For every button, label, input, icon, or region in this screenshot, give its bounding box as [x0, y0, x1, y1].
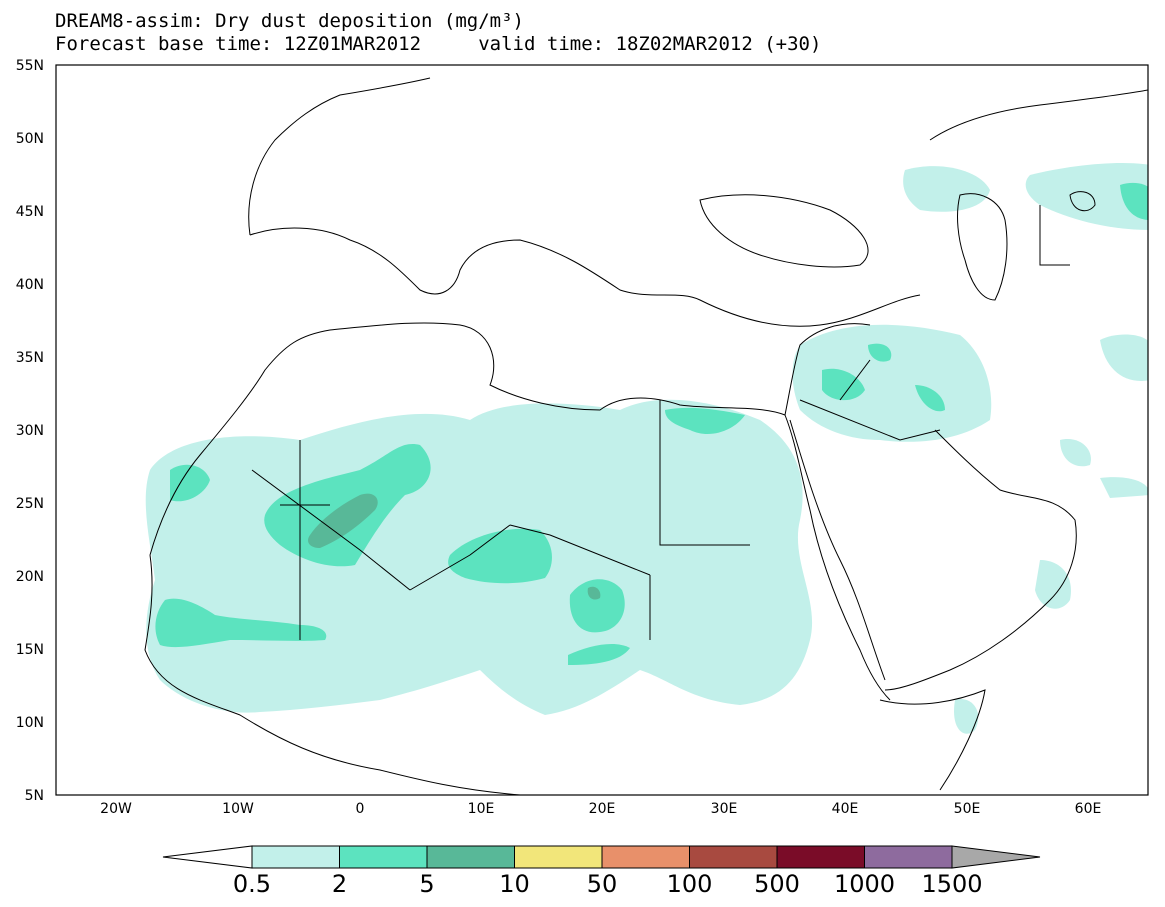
- colorbar-level: 10: [499, 870, 530, 898]
- colorbar-swatch: [776, 845, 865, 869]
- red-sea-east-coast: [789, 419, 886, 681]
- map-frame: [55, 64, 1149, 796]
- colorbar-swatch: [426, 845, 515, 869]
- lon-label: 50E: [954, 801, 981, 817]
- colorbar-swatch: [514, 845, 603, 869]
- lat-label: 10N: [16, 715, 44, 731]
- dust-core-chad: [448, 528, 552, 584]
- colorbar-swatch: [864, 845, 953, 869]
- dust-region-horn: [954, 699, 979, 734]
- colorbar-swatch: [251, 845, 340, 869]
- lat-label: 50N: [16, 131, 44, 147]
- aral-sea: [1069, 191, 1096, 212]
- red-sea-west-coast: [784, 414, 891, 701]
- lon-label: 30E: [711, 801, 738, 817]
- lat-label: 55N: [16, 58, 44, 74]
- lon-label: 60E: [1075, 801, 1102, 817]
- dust-core-darfur: [569, 579, 625, 633]
- colorbar-level: 1000: [834, 870, 895, 898]
- dust-core-iraq-south: [915, 385, 945, 412]
- map-plot-area: [55, 64, 1149, 796]
- russia-border: [929, 89, 1148, 141]
- lon-label: 0: [356, 801, 365, 817]
- dust-core-western-sahara: [170, 464, 210, 502]
- colorbar-level: 0.5: [233, 870, 271, 898]
- chart-subtitle: Forecast base time: 12Z01MAR2012 valid t…: [55, 33, 822, 55]
- dust-core-egypt: [665, 407, 745, 435]
- west-africa-coast: [144, 554, 521, 795]
- dust-core-kazakh: [1120, 182, 1148, 220]
- colorbar-level: 1500: [921, 870, 982, 898]
- colorbar-swatch: [689, 845, 778, 869]
- lon-label: 20W: [100, 801, 132, 817]
- dust-region-mesopotamia: [792, 324, 992, 442]
- coastlines-and-borders: [144, 77, 1148, 795]
- colorbar-level: 100: [667, 870, 713, 898]
- lon-label: 20E: [589, 801, 616, 817]
- colorbar-under-arrow: [162, 845, 253, 869]
- dust-core-sudan: [568, 644, 630, 665]
- dust-core-iraq-north: [868, 343, 892, 362]
- lat-label: 40N: [16, 277, 44, 293]
- arabia-coast: [884, 429, 1077, 691]
- lat-label: 35N: [16, 350, 44, 366]
- colorbar-level: 50: [587, 870, 618, 898]
- dust-region-northeast: [1100, 334, 1148, 381]
- longitude-axis: 20W 10W 0 10E 20E 30E 40E 50E 60E: [100, 801, 1101, 817]
- caspian-sea: [957, 193, 1008, 301]
- dust-region-gulf: [1060, 439, 1091, 467]
- lat-label: 20N: [16, 569, 44, 585]
- black-sea: [699, 194, 869, 268]
- dust-contour-5: [308, 493, 601, 600]
- dust-region-persia: [1100, 477, 1148, 498]
- horn-coast: [879, 689, 986, 791]
- colorbar-level: 500: [754, 870, 800, 898]
- lat-label: 5N: [25, 788, 44, 804]
- lat-label: 25N: [16, 496, 44, 512]
- dust-peak-algeria: [308, 493, 378, 548]
- western-europe-coast: [248, 77, 431, 236]
- southern-europe-coast: [249, 227, 921, 327]
- colorbar-swatch: [601, 845, 690, 869]
- colorbar-swatch: [339, 845, 428, 869]
- lat-label: 30N: [16, 423, 44, 439]
- north-africa-coast: [149, 322, 871, 556]
- dust-region-caspian-west: [903, 166, 990, 212]
- colorbar-level: 2: [332, 870, 347, 898]
- national-borders: [251, 205, 1070, 640]
- chart-title: DREAM8-assim: Dry dust deposition (mg/m³…: [55, 10, 524, 32]
- lat-label: 45N: [16, 204, 44, 220]
- colorbar: 0.5 2 5 10 50 100 500 1000 1500: [162, 845, 1041, 898]
- dust-core-sahel: [155, 598, 327, 648]
- dust-core-syria: [822, 368, 865, 401]
- lon-label: 10E: [468, 801, 495, 817]
- lon-label: 10W: [222, 801, 254, 817]
- colorbar-level: 5: [419, 870, 434, 898]
- dust-peak-darfur: [587, 586, 601, 600]
- lat-label: 15N: [16, 642, 44, 658]
- latitude-axis: 55N 50N 45N 40N 35N 30N 25N 20N 15N 10N …: [16, 58, 44, 804]
- dust-region-oman: [1035, 560, 1071, 609]
- lon-label: 40E: [832, 801, 859, 817]
- colorbar-over-arrow: [951, 845, 1041, 869]
- dust-region-caspian-east: [1025, 163, 1148, 230]
